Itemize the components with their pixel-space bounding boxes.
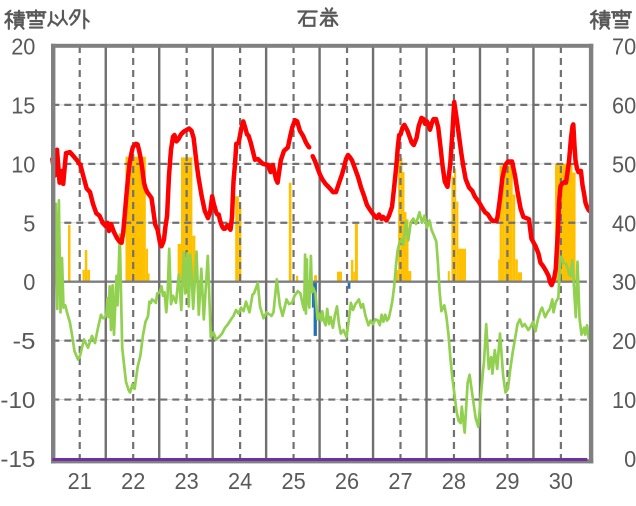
- svg-text:15: 15: [11, 92, 35, 118]
- svg-text:60: 60: [612, 92, 636, 118]
- svg-text:0: 0: [624, 446, 636, 472]
- svg-text:40: 40: [612, 210, 636, 236]
- svg-text:10: 10: [612, 387, 636, 413]
- svg-text:26: 26: [335, 468, 359, 494]
- svg-text:24: 24: [228, 468, 252, 494]
- svg-text:30: 30: [549, 468, 573, 494]
- svg-text:23: 23: [175, 468, 199, 494]
- svg-text:10: 10: [11, 151, 35, 177]
- svg-text:20: 20: [11, 34, 35, 60]
- svg-text:25: 25: [282, 468, 306, 494]
- svg-text:30: 30: [612, 269, 636, 295]
- svg-text:0: 0: [23, 269, 35, 295]
- svg-text:21: 21: [68, 468, 92, 494]
- svg-text:-5: -5: [13, 328, 36, 354]
- svg-text:70: 70: [612, 34, 636, 60]
- svg-text:27: 27: [388, 468, 412, 494]
- svg-text:20: 20: [612, 328, 636, 354]
- svg-text:22: 22: [121, 468, 145, 494]
- svg-text:50: 50: [612, 151, 636, 177]
- svg-text:28: 28: [442, 468, 466, 494]
- svg-text:-15: -15: [0, 446, 35, 472]
- svg-text:-10: -10: [0, 387, 35, 413]
- svg-text:29: 29: [495, 468, 519, 494]
- svg-text:5: 5: [23, 210, 35, 236]
